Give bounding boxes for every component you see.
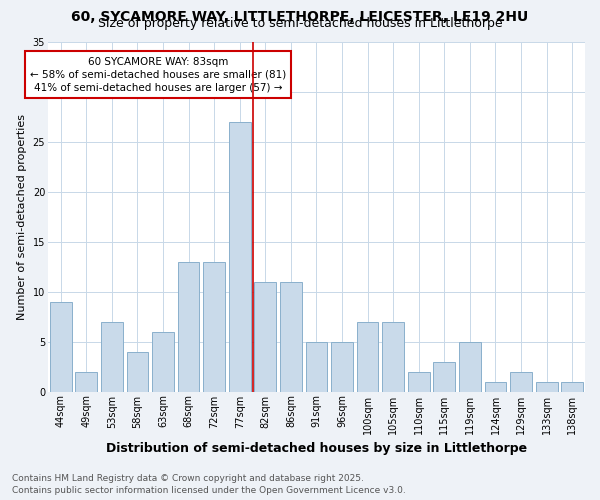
Bar bbox=[408, 372, 430, 392]
Bar bbox=[76, 372, 97, 392]
Bar bbox=[178, 262, 199, 392]
Bar bbox=[536, 382, 557, 392]
Bar bbox=[382, 322, 404, 392]
Bar bbox=[510, 372, 532, 392]
X-axis label: Distribution of semi-detached houses by size in Littlethorpe: Distribution of semi-detached houses by … bbox=[106, 442, 527, 455]
Text: 60 SYCAMORE WAY: 83sqm
← 58% of semi-detached houses are smaller (81)
41% of sem: 60 SYCAMORE WAY: 83sqm ← 58% of semi-det… bbox=[30, 56, 286, 93]
Text: 60, SYCAMORE WAY, LITTLETHORPE, LEICESTER, LE19 2HU: 60, SYCAMORE WAY, LITTLETHORPE, LEICESTE… bbox=[71, 10, 529, 24]
Y-axis label: Number of semi-detached properties: Number of semi-detached properties bbox=[17, 114, 27, 320]
Bar bbox=[562, 382, 583, 392]
Bar bbox=[357, 322, 379, 392]
Bar bbox=[254, 282, 276, 392]
Text: Size of property relative to semi-detached houses in Littlethorpe: Size of property relative to semi-detach… bbox=[98, 18, 502, 30]
Bar bbox=[101, 322, 123, 392]
Bar bbox=[152, 332, 174, 392]
Bar bbox=[50, 302, 71, 392]
Bar bbox=[229, 122, 251, 392]
Bar bbox=[305, 342, 328, 392]
Text: Contains HM Land Registry data © Crown copyright and database right 2025.
Contai: Contains HM Land Registry data © Crown c… bbox=[12, 474, 406, 495]
Bar bbox=[127, 352, 148, 392]
Bar bbox=[280, 282, 302, 392]
Bar bbox=[433, 362, 455, 392]
Bar bbox=[203, 262, 225, 392]
Bar bbox=[485, 382, 506, 392]
Bar bbox=[459, 342, 481, 392]
Bar bbox=[331, 342, 353, 392]
